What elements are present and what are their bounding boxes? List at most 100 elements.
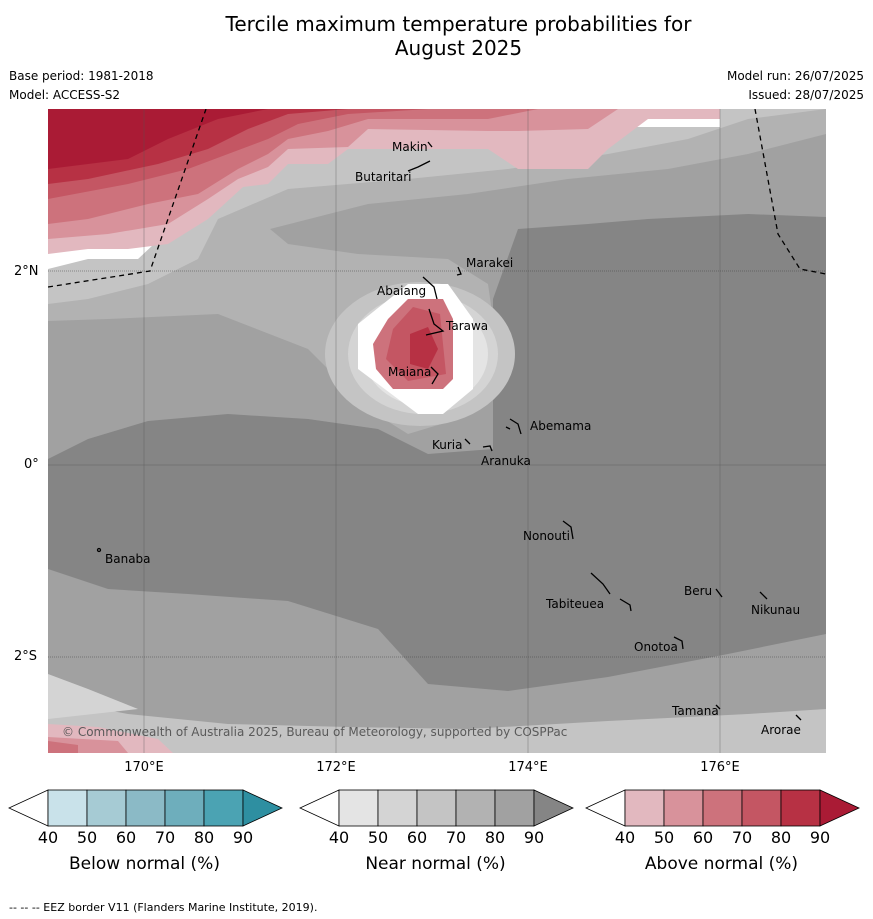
model-run: Model run: 26/07/2025 [726, 69, 864, 83]
eez-border-west [48, 109, 207, 288]
near-normal-swatch-80 [494, 789, 535, 827]
near-normal-title: Near normal (%) [365, 854, 506, 874]
coast-beru [715, 588, 723, 598]
above-90-tarawa [410, 327, 438, 369]
coast-nonouti [562, 520, 574, 540]
coast-arorae [795, 714, 802, 721]
near-normal-low-extend [299, 789, 340, 827]
title-line-1: Tercile maximum temperature probabilitie… [225, 12, 692, 36]
below-normal-swatch-70 [164, 789, 205, 827]
probability-map: Makin Butaritari Marakei Abaiang Tarawa … [48, 109, 826, 753]
label-aranuka: Aranuka [481, 454, 531, 468]
above-normal-tick-80: 80 [770, 828, 792, 847]
near-normal-colorbar [299, 789, 574, 827]
label-beru: Beru [684, 584, 712, 598]
below-normal-tick-80: 80 [193, 828, 215, 847]
label-maiana: Maiana [388, 365, 431, 379]
below-normal-swatch-80 [203, 789, 244, 827]
above-normal-swatch-60 [702, 789, 743, 827]
eez-footnote: -- -- -- EEZ border V11 (Flanders Marine… [9, 901, 318, 914]
label-butaritari: Butaritari [355, 170, 412, 184]
below-normal-title: Below normal (%) [69, 854, 220, 874]
label-nonouti: Nonouti [523, 529, 570, 543]
below-normal-tick-60: 60 [115, 828, 137, 847]
coast-tarawa [425, 308, 445, 336]
model-name: Model: ACCESS-S2 [9, 88, 121, 102]
coast-maiana [430, 366, 439, 385]
island-labels: Makin Butaritari Marakei Abaiang Tarawa … [105, 140, 801, 737]
near-50-patch-south [48, 674, 138, 719]
lat-label-2n: 2°N [14, 264, 39, 279]
above-60-south [48, 741, 78, 753]
label-tabiteuea: Tabiteuea [545, 597, 604, 611]
above-normal-tick-50: 50 [653, 828, 675, 847]
coast-banaba [96, 547, 102, 553]
near-normal-swatch-60 [416, 789, 457, 827]
coast-kuria-aranuka [464, 438, 493, 452]
coast-marakei [456, 266, 462, 276]
label-tamana: Tamana [671, 704, 719, 718]
below-normal-swatch-40 [47, 789, 88, 827]
lon-label-172e: 172°E [316, 760, 356, 775]
island-outlines [96, 141, 802, 721]
coast-tamana [715, 704, 721, 710]
below-normal-tick-40: 40 [37, 828, 59, 847]
above-normal-title: Above normal (%) [644, 854, 799, 874]
below-normal-colorbar [8, 789, 283, 827]
above-normal-tick-70: 70 [731, 828, 753, 847]
above-normal-tick-60: 60 [692, 828, 714, 847]
near-normal-high-extend [533, 789, 574, 827]
near-normal-swatch-50 [377, 789, 418, 827]
above-normal-tick-40: 40 [614, 828, 636, 847]
label-marakei: Marakei [466, 256, 513, 270]
below-normal-tick-70: 70 [154, 828, 176, 847]
lat-label-2s: 2°S [14, 649, 38, 664]
lon-label-176e: 176°E [700, 760, 740, 775]
above-normal-low-extend [585, 789, 626, 827]
near-normal-tick-80: 80 [484, 828, 506, 847]
below-normal-swatch-50 [86, 789, 127, 827]
lat-label-equator: 0° [24, 457, 39, 472]
copyright-text: © Commonwealth of Australia 2025, Bureau… [62, 725, 567, 739]
base-period: Base period: 1981-2018 [9, 69, 154, 83]
eez-border [48, 109, 826, 288]
coast-abemama [505, 418, 522, 435]
above-normal-swatch-80 [780, 789, 821, 827]
label-abemama: Abemama [530, 419, 591, 433]
below-normal-tick-90: 90 [232, 828, 254, 847]
graticule [143, 109, 721, 753]
label-onotoa: Onotoa [634, 640, 678, 654]
above-normal-high-extend [819, 789, 860, 827]
above-normal-tick-90: 90 [809, 828, 831, 847]
coast-tabiteuea [590, 572, 632, 612]
below-normal-tick-50: 50 [76, 828, 98, 847]
near-normal-swatch-40 [338, 789, 379, 827]
above-normal-swatch-50 [663, 789, 704, 827]
lon-label-170e: 170°E [124, 760, 164, 775]
label-kuria: Kuria [432, 438, 463, 452]
issued-date: Issued: 28/07/2025 [748, 88, 864, 102]
near-normal-tick-90: 90 [523, 828, 545, 847]
title-line-2: August 2025 [394, 36, 523, 60]
near-normal-tick-70: 70 [445, 828, 467, 847]
label-banaba: Banaba [105, 552, 151, 566]
above-normal-swatch-70 [741, 789, 782, 827]
meta-right: Model run: 26/07/2025 Issued: 28/07/2025 [727, 69, 864, 107]
latitude-lines [48, 270, 826, 658]
label-tarawa: Tarawa [445, 319, 488, 333]
coast-onotoa [673, 636, 684, 650]
near-normal-swatch-70 [455, 789, 496, 827]
label-arorae: Arorae [761, 723, 801, 737]
coast-abaiang [422, 276, 438, 300]
label-abaiang: Abaiang [377, 284, 426, 298]
near-normal-tick-50: 50 [367, 828, 389, 847]
lon-label-174e: 174°E [508, 760, 548, 775]
coast-nikunau [759, 591, 768, 600]
near-60-band-south [48, 699, 826, 753]
eez-border-east [754, 109, 826, 275]
near-normal-tick-60: 60 [406, 828, 428, 847]
meta-left: Base period: 1981-2018 Model: ACCESS-S2 [9, 69, 154, 107]
label-makin: Makin [392, 140, 428, 154]
below-normal-high-extend [242, 789, 283, 827]
map-title: Tercile maximum temperature probabilitie… [0, 12, 873, 60]
